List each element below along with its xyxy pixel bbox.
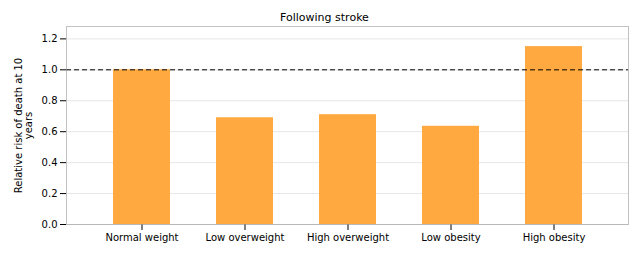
svg-text:1.0: 1.0 [42,64,58,75]
svg-text:0.0: 0.0 [42,219,58,230]
svg-text:0.2: 0.2 [42,188,58,199]
svg-text:Low obesity: Low obesity [421,232,480,243]
svg-text:0.6: 0.6 [42,126,58,137]
svg-text:0.8: 0.8 [42,95,58,106]
svg-text:Low overweight: Low overweight [206,232,285,243]
svg-text:1.2: 1.2 [42,33,58,44]
svg-text:Relative risk of death at 10ye: Relative risk of death at 10years [13,58,34,193]
svg-text:Normal weight: Normal weight [105,232,178,243]
svg-text:Following stroke: Following stroke [280,11,369,24]
svg-text:High obesity: High obesity [523,232,586,243]
svg-text:0.4: 0.4 [42,157,58,168]
svg-text:High overweight: High overweight [307,232,389,243]
